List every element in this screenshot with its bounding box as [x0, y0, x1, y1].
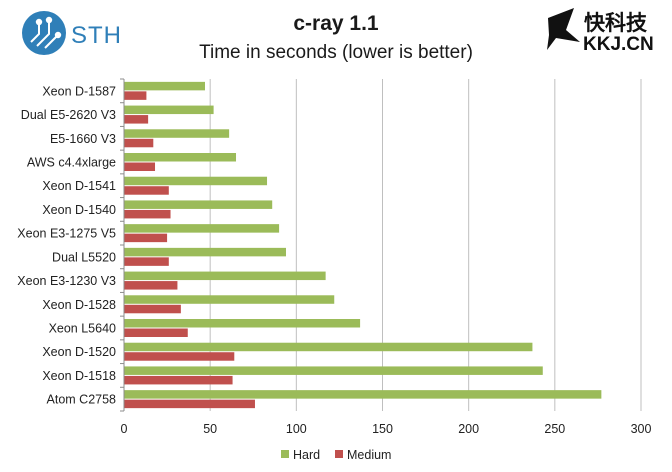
- legend-swatch-medium: [335, 450, 343, 458]
- bar-medium: [124, 399, 255, 409]
- bar-hard: [124, 390, 602, 399]
- legend-label-hard: Hard: [293, 448, 320, 462]
- bar-medium: [124, 186, 169, 195]
- category-label: Xeon D-1587: [42, 84, 116, 98]
- sth-logo-badge: [22, 11, 66, 55]
- category-label: Dual L5520: [52, 250, 116, 264]
- x-tick-label: 100: [286, 422, 307, 436]
- chart-title: c-ray 1.1: [293, 12, 379, 35]
- kkj-logo: 快科技 KKJ.CN: [547, 8, 654, 55]
- bar-hard: [124, 247, 286, 257]
- bar-medium: [124, 91, 147, 100]
- category-label: Atom C2758: [47, 393, 117, 407]
- bar-hard: [124, 342, 533, 352]
- bar-medium: [124, 257, 169, 266]
- x-tick-label: 50: [203, 422, 217, 436]
- bar-hard: [124, 271, 326, 281]
- bar-hard: [124, 200, 273, 209]
- bar-medium: [124, 162, 156, 171]
- category-label: AWS c4.4xlarge: [27, 156, 116, 170]
- circuit-icon: [30, 16, 62, 49]
- kkj-logo-chinese: 快科技: [584, 11, 648, 35]
- bar-medium: [124, 209, 171, 219]
- category-labels: Xeon D-1587 Dual E5-2620 V3 E5-1660 V3 AWS …: [17, 84, 116, 406]
- category-label: E5-1660 V3: [50, 132, 116, 146]
- legend: Hard Medium: [281, 448, 391, 462]
- bar-medium: [124, 281, 178, 290]
- legend-label-medium: Medium: [347, 448, 391, 462]
- category-label: Xeon D-1520: [42, 345, 116, 359]
- bar-hard: [124, 81, 205, 91]
- bar-hard: [124, 105, 214, 115]
- x-tick-label: 200: [458, 422, 479, 436]
- kkj-bird-icon: [547, 8, 580, 50]
- category-label: Xeon E3-1275 V5: [17, 227, 116, 241]
- x-tick-label: 250: [544, 422, 565, 436]
- bar-medium: [124, 115, 149, 124]
- bar-hard: [124, 319, 361, 328]
- bar-medium: [124, 233, 168, 243]
- bar-hard: [124, 295, 335, 304]
- bar-hard: [124, 129, 230, 138]
- kkj-logo-domain: KKJ.CN: [583, 34, 654, 55]
- category-label: Xeon D-1541: [42, 179, 116, 193]
- bar-medium: [124, 375, 233, 385]
- bar-medium: [124, 138, 154, 148]
- bar-medium: [124, 304, 181, 314]
- x-tick-label: 150: [372, 422, 393, 436]
- bars: [124, 81, 602, 409]
- gridlines: [209, 79, 642, 411]
- category-label: Xeon E3-1230 V3: [17, 274, 116, 288]
- axes: [120, 78, 125, 412]
- category-label: Xeon L5640: [49, 322, 116, 336]
- x-tick-label: 0: [121, 422, 128, 436]
- bar-hard: [124, 224, 280, 233]
- category-label: Dual E5-2620 V3: [21, 108, 116, 122]
- category-label: Xeon D-1528: [42, 298, 116, 312]
- x-tick-labels: 0 50 100 150 200 250 300: [121, 422, 652, 436]
- x-tick-label: 300: [631, 422, 652, 436]
- bar-hard: [124, 366, 543, 375]
- bar-hard: [124, 176, 268, 186]
- chart-subtitle: Time in seconds (lower is better): [199, 42, 473, 63]
- bar-medium: [124, 352, 235, 361]
- category-label: Xeon D-1518: [42, 369, 116, 383]
- sth-logo-text: STH: [71, 22, 122, 49]
- category-label: Xeon D-1540: [42, 203, 116, 217]
- bar-medium: [124, 328, 188, 337]
- legend-swatch-hard: [281, 450, 289, 458]
- bar-hard: [124, 153, 237, 162]
- sth-logo: STH: [22, 11, 122, 55]
